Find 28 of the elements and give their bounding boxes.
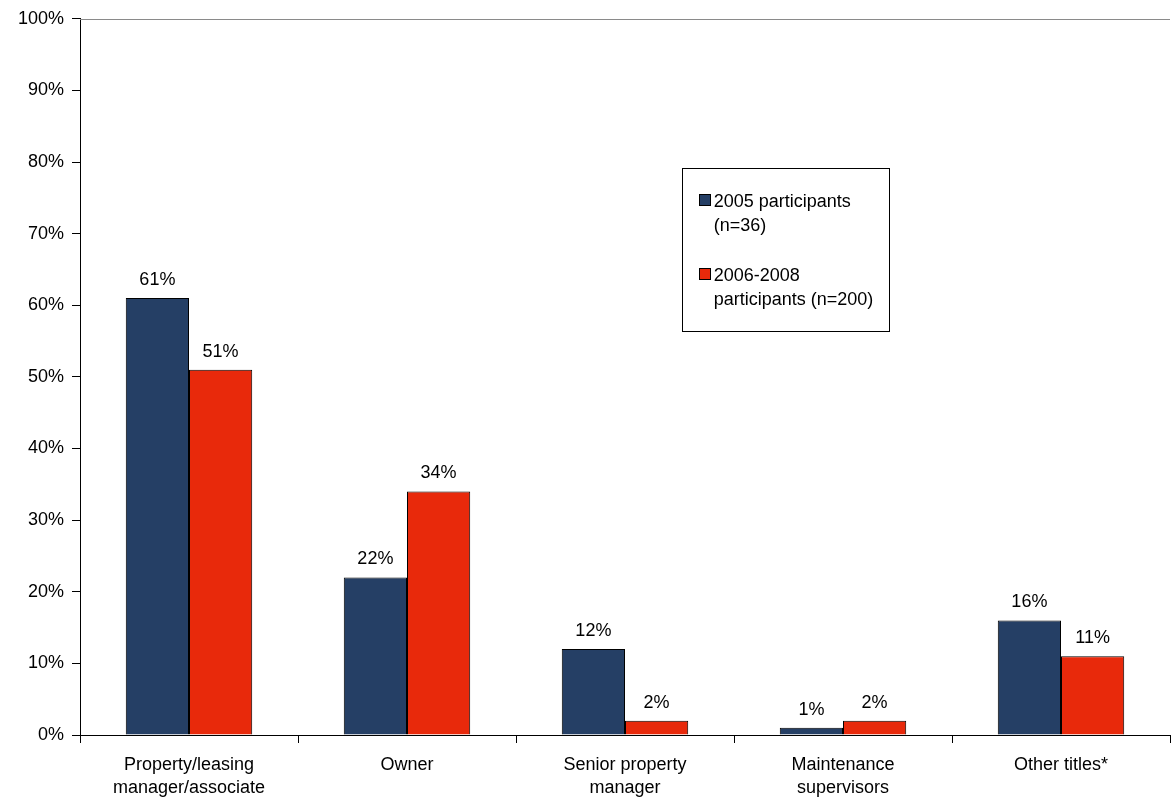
data-label: 61% — [139, 269, 176, 290]
y-tick-label: 50% — [27, 365, 64, 386]
x-tick-label: Maintenance supervisors — [791, 753, 895, 798]
y-tick-label: 90% — [27, 79, 64, 100]
data-label: 22% — [357, 548, 394, 569]
data-label: 1% — [798, 698, 825, 719]
legend-label: 2006-2008 participants (n=200) — [713, 263, 875, 311]
x-tick-label: Owner — [380, 753, 434, 774]
y-tick-label: 60% — [27, 294, 64, 315]
y-tick-label: 10% — [27, 652, 64, 673]
x-tick-label: Other titles* — [1013, 753, 1109, 774]
legend-label: 2005 participants (n=36) — [713, 189, 852, 237]
x-tick-label: Senior property manager — [563, 753, 687, 798]
data-label: 2% — [643, 691, 670, 712]
data-label: 51% — [202, 340, 239, 361]
data-label: 12% — [575, 620, 612, 641]
data-label: 34% — [420, 462, 457, 483]
y-tick-label: 40% — [27, 437, 64, 458]
y-tick-label: 30% — [27, 509, 64, 530]
y-tick-label: 20% — [27, 580, 64, 601]
y-tick-label: 0% — [37, 723, 64, 744]
data-label: 16% — [1011, 591, 1048, 612]
x-tick-label: Property/leasing manager/associate — [112, 753, 266, 798]
data-label: 11% — [1075, 627, 1110, 648]
y-tick-label: 70% — [27, 222, 64, 243]
y-tick-label: 100% — [17, 7, 64, 28]
y-tick-label: 80% — [27, 151, 64, 172]
data-label: 2% — [861, 691, 888, 712]
